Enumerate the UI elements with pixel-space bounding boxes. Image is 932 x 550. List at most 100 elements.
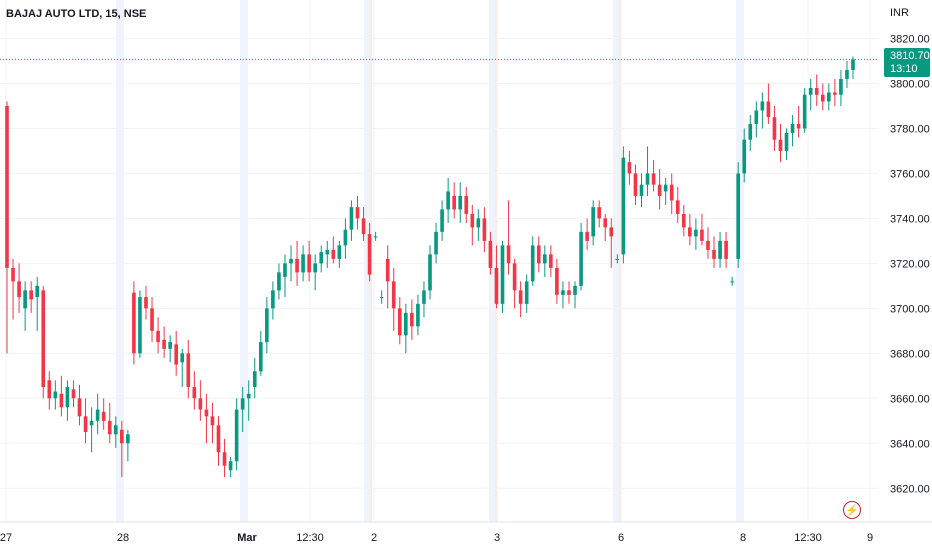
candle-body bbox=[162, 339, 166, 349]
candle-body bbox=[470, 213, 475, 228]
time-tick-label: 12:30 bbox=[296, 532, 324, 544]
candle bbox=[820, 83, 825, 111]
currency-label: INR bbox=[890, 7, 909, 19]
candle bbox=[585, 218, 589, 250]
candle bbox=[150, 297, 154, 343]
price-axis[interactable]: INR 3620.00 3640.00 3660.00 3680.00 3700.00 37… bbox=[878, 0, 932, 550]
candle-body bbox=[573, 285, 577, 295]
candle bbox=[724, 231, 728, 268]
candle-body bbox=[452, 195, 456, 210]
candle-body bbox=[349, 207, 354, 230]
candle-body bbox=[645, 173, 650, 185]
time-tick-label: 9 bbox=[867, 532, 873, 544]
candle bbox=[500, 240, 505, 313]
candle-body bbox=[198, 398, 203, 410]
candle bbox=[434, 222, 438, 264]
candle-body bbox=[120, 429, 124, 444]
session-break-band bbox=[240, 0, 248, 522]
candle-body bbox=[355, 207, 360, 219]
candle-body bbox=[168, 342, 172, 349]
candle-body bbox=[851, 59, 855, 70]
candle bbox=[186, 339, 191, 399]
candle bbox=[567, 281, 571, 304]
candle bbox=[331, 236, 336, 264]
candle-body bbox=[621, 157, 626, 255]
candle bbox=[410, 299, 414, 340]
candle bbox=[113, 416, 118, 448]
lightning-icon[interactable]: ⚡ bbox=[843, 501, 861, 519]
candle-body bbox=[724, 240, 728, 259]
candle bbox=[555, 258, 559, 304]
candle-body bbox=[597, 207, 602, 219]
time-tick-label: 27 bbox=[0, 532, 12, 544]
candle bbox=[89, 407, 94, 453]
candle-body bbox=[404, 312, 408, 336]
candle-body bbox=[186, 353, 191, 388]
candle bbox=[337, 240, 342, 268]
candle-body bbox=[331, 249, 336, 259]
candle bbox=[718, 231, 722, 268]
candle-body bbox=[343, 229, 348, 246]
candle-body bbox=[428, 254, 432, 291]
candle bbox=[301, 245, 305, 282]
price-tick-label: 3640.00 bbox=[890, 438, 930, 450]
candle-body bbox=[603, 218, 608, 228]
candle bbox=[591, 200, 595, 246]
candle-body bbox=[524, 281, 529, 304]
price-tick-label: 3680.00 bbox=[890, 348, 930, 360]
candle bbox=[609, 218, 614, 268]
candle bbox=[17, 263, 21, 313]
candle bbox=[277, 263, 281, 300]
candle bbox=[772, 105, 777, 151]
candle-body bbox=[579, 231, 583, 286]
candle bbox=[530, 236, 535, 286]
candle-body bbox=[784, 132, 789, 151]
candle bbox=[663, 177, 668, 205]
time-axis[interactable]: 27 28 Mar 12:30 2 3 6 8 12:30 9 bbox=[0, 521, 932, 550]
candle bbox=[482, 207, 487, 253]
candle bbox=[712, 236, 716, 268]
candle bbox=[754, 101, 759, 138]
candle-body bbox=[35, 285, 40, 298]
candle-body bbox=[71, 389, 76, 399]
candle bbox=[283, 254, 287, 298]
candle-body bbox=[839, 78, 843, 95]
candle bbox=[101, 398, 106, 430]
candle-body bbox=[615, 258, 620, 260]
candle-body bbox=[464, 195, 469, 214]
candle bbox=[681, 204, 686, 237]
candle bbox=[29, 281, 33, 313]
session-break-band bbox=[736, 0, 744, 522]
candle-body bbox=[833, 92, 837, 95]
candle bbox=[138, 290, 142, 358]
candle bbox=[688, 213, 692, 246]
candle bbox=[71, 380, 76, 408]
candle-body bbox=[77, 398, 82, 417]
candle-body bbox=[675, 200, 680, 214]
session-break-band bbox=[116, 0, 124, 522]
candle bbox=[827, 83, 831, 111]
candle-body bbox=[416, 303, 420, 327]
candle bbox=[162, 326, 166, 358]
candle-body bbox=[712, 249, 716, 259]
candle-body bbox=[53, 391, 58, 399]
candle-body bbox=[337, 245, 342, 259]
candle-body bbox=[41, 290, 46, 388]
chart-title: BAJAJ AUTO LTD, 15, NSE bbox=[6, 8, 147, 20]
candle-body bbox=[385, 258, 390, 282]
candle-body bbox=[766, 101, 771, 118]
candle bbox=[603, 213, 608, 241]
candle bbox=[651, 159, 656, 192]
candle bbox=[373, 231, 378, 241]
candle-body bbox=[23, 290, 27, 309]
candle-body bbox=[132, 292, 136, 354]
candle bbox=[573, 281, 577, 309]
current-price-value: 3810.70 bbox=[890, 50, 930, 62]
candle-body bbox=[518, 290, 523, 304]
candle bbox=[204, 393, 209, 444]
candle-body bbox=[150, 308, 154, 331]
candle bbox=[561, 281, 565, 309]
time-axis-bg bbox=[0, 522, 932, 550]
candle-body bbox=[754, 110, 759, 124]
